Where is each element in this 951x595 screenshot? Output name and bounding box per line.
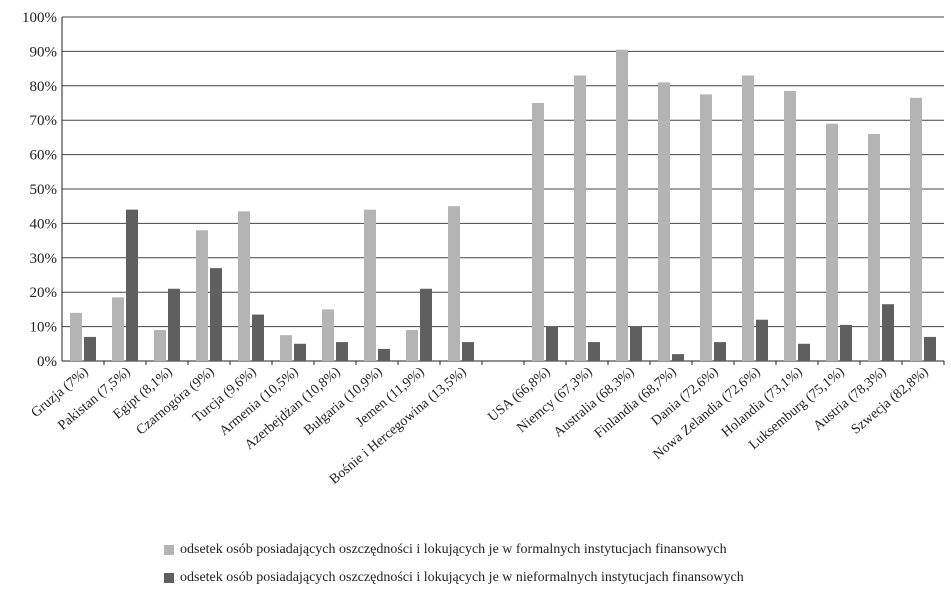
y-tick-label: 60% (30, 148, 58, 164)
bar-informal (420, 288, 432, 361)
bar-informal (882, 304, 894, 361)
bar-informal (126, 209, 138, 361)
bar-formal (322, 309, 334, 361)
bar-formal (238, 211, 250, 361)
bar-informal (378, 348, 390, 361)
bar-informal (840, 324, 852, 361)
bar-informal (252, 314, 264, 361)
bar-formal (448, 206, 460, 361)
bar-formal (406, 330, 418, 361)
bar-informal (798, 343, 810, 361)
bar-informal (756, 319, 768, 361)
y-tick-label: 80% (30, 79, 58, 95)
bar-informal (294, 343, 306, 361)
bar-formal (742, 75, 754, 361)
bar-formal (196, 230, 208, 361)
y-tick-label: 30% (30, 251, 58, 267)
y-tick-label: 70% (30, 113, 58, 129)
bar-formal (700, 94, 712, 362)
bar-informal (546, 326, 558, 361)
legend-swatch-informal (164, 573, 174, 583)
bar-formal (574, 75, 586, 361)
legend-item-formal: odsetek osób posiadających oszczędności … (164, 542, 727, 558)
x-tick-label: Szwecja (82,8%) (849, 364, 932, 437)
bar-formal (154, 330, 166, 361)
y-tick-label: 100% (22, 10, 57, 26)
bar-informal (672, 354, 684, 361)
legend-swatch-formal (164, 545, 174, 555)
y-tick-label: 40% (30, 216, 58, 232)
y-tick-label: 50% (30, 182, 58, 198)
y-tick-label: 10% (30, 320, 58, 336)
bar-formal (910, 97, 922, 361)
y-tick-label: 0% (37, 354, 57, 370)
bar-formal (112, 297, 124, 361)
x-tick-label: Pakistan (7,5%) (55, 364, 133, 433)
bar-formal (658, 82, 670, 362)
bar-formal (826, 123, 838, 361)
chart-plot: 0%10%20%30%40%50%60%70%80%90%100%Gruzja … (22, 10, 945, 488)
legend-item-informal: odsetek osób posiadających oszczędności … (164, 570, 744, 586)
bar-informal (210, 268, 222, 361)
y-tick-label: 90% (30, 44, 58, 60)
bar-formal (616, 49, 628, 362)
bar-informal (84, 336, 96, 361)
bar-informal (714, 342, 726, 361)
bar-informal (630, 326, 642, 361)
bar-formal (364, 209, 376, 361)
bar-formal (532, 103, 544, 361)
legend-label-informal: odsetek osób posiadających oszczędności … (180, 570, 744, 585)
bar-formal (868, 133, 880, 361)
bar-formal (784, 90, 796, 362)
y-tick-label: 20% (30, 285, 58, 301)
bar-informal (462, 342, 474, 361)
bar-informal (336, 342, 348, 361)
bar-formal (70, 312, 82, 361)
bar-informal (588, 342, 600, 361)
bar-informal (168, 288, 180, 361)
bar-formal (280, 335, 292, 361)
bar-informal (924, 336, 936, 361)
legend-label-formal: odsetek osób posiadających oszczędności … (180, 542, 727, 557)
